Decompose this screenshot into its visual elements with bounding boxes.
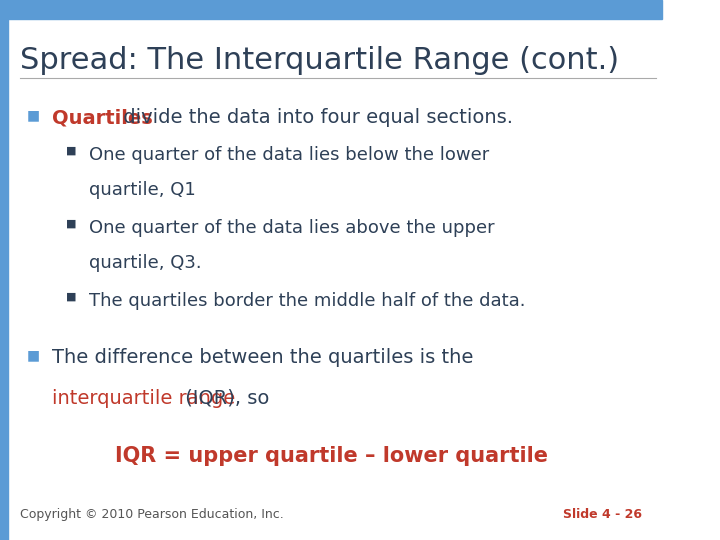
Text: IQR = upper quartile – lower quartile: IQR = upper quartile – lower quartile xyxy=(114,446,548,465)
Text: One quarter of the data lies below the lower: One quarter of the data lies below the l… xyxy=(89,146,490,164)
Text: quartile, Q3.: quartile, Q3. xyxy=(89,254,202,272)
Text: The difference between the quartiles is the: The difference between the quartiles is … xyxy=(52,348,473,367)
Text: One quarter of the data lies above the upper: One quarter of the data lies above the u… xyxy=(89,219,495,237)
Text: ■: ■ xyxy=(27,108,40,122)
Text: (IQR), so: (IQR), so xyxy=(179,389,269,408)
Text: ■: ■ xyxy=(66,219,77,229)
Text: Spread: The Interquartile Range (cont.): Spread: The Interquartile Range (cont.) xyxy=(20,46,619,75)
Text: quartile, Q1: quartile, Q1 xyxy=(89,181,196,199)
Text: The quartiles border the middle half of the data.: The quartiles border the middle half of … xyxy=(89,292,526,309)
Text: divide the data into four equal sections.: divide the data into four equal sections… xyxy=(117,108,513,127)
Text: ■: ■ xyxy=(66,292,77,302)
Text: ■: ■ xyxy=(27,348,40,362)
Text: interquartile range: interquartile range xyxy=(52,389,235,408)
Text: Copyright © 2010 Pearson Education, Inc.: Copyright © 2010 Pearson Education, Inc. xyxy=(20,508,284,521)
Text: Quartiles: Quartiles xyxy=(52,108,153,127)
Text: ■: ■ xyxy=(66,146,77,156)
Text: Slide 4 - 26: Slide 4 - 26 xyxy=(563,508,642,521)
